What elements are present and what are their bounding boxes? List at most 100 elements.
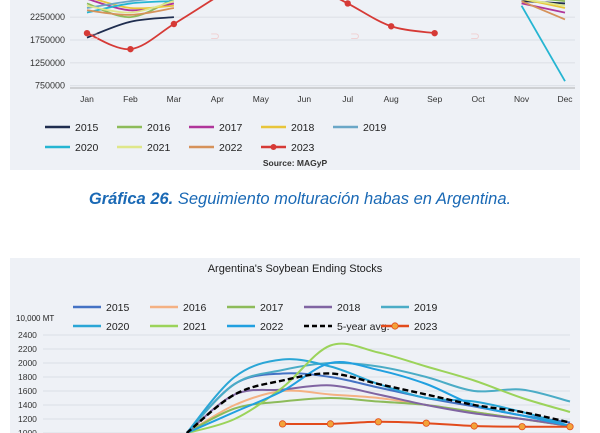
series-line xyxy=(520,5,566,82)
series-line xyxy=(86,7,175,16)
legend-item: 2018 xyxy=(261,122,315,134)
data-point xyxy=(470,422,478,430)
y-tick-label: 1400 xyxy=(18,400,37,410)
watermark: ⊃ xyxy=(350,29,360,43)
legend-label: 2020 xyxy=(106,321,130,333)
legend-label: 5-year avg. xyxy=(337,321,390,333)
series-line xyxy=(86,0,214,51)
x-tick-label: Apr xyxy=(211,94,224,104)
watermark: ⊃ xyxy=(470,29,480,43)
legend-label: 2016 xyxy=(147,122,171,134)
data-point xyxy=(387,23,395,30)
legend-item: 2021 xyxy=(150,321,207,333)
data-point xyxy=(170,20,178,28)
legend-item: 2016 xyxy=(150,302,207,314)
data-point xyxy=(374,418,382,426)
y-tick-label: 2250000 xyxy=(30,12,65,22)
data-point xyxy=(278,420,287,428)
legend-label: 2023 xyxy=(414,321,438,333)
data-point xyxy=(344,0,351,7)
x-tick-label: Jul xyxy=(342,94,353,104)
x-tick-label: Jun xyxy=(297,94,311,104)
series-line xyxy=(339,0,435,35)
series-line xyxy=(186,396,571,433)
x-tick-label: Aug xyxy=(384,94,399,104)
legend-label: 2018 xyxy=(291,122,315,134)
series-2019 xyxy=(186,361,571,433)
stocks-chart-panel: Argentina's Soybean Ending Stocks 10,000… xyxy=(10,258,580,433)
x-tick-label: Feb xyxy=(123,94,138,104)
series-line xyxy=(86,0,174,14)
x-tick-label: Mar xyxy=(167,94,182,104)
data-point xyxy=(326,420,335,428)
legend-item: 2019 xyxy=(381,302,438,314)
legend-label: 2022 xyxy=(260,321,284,333)
legend-label: 2019 xyxy=(414,302,438,314)
legend-item: 2022 xyxy=(227,321,284,333)
series-2022 xyxy=(86,0,566,21)
series-line xyxy=(521,2,566,14)
y-tick-label: 1750000 xyxy=(30,35,65,45)
series-line xyxy=(86,16,175,39)
ending-stocks-chart: Argentina's Soybean Ending Stocks 10,000… xyxy=(16,263,574,433)
y-axis-unit: 10,000 MT xyxy=(16,314,54,323)
legend-item: 2023 xyxy=(381,321,438,333)
legend-label: 2023 xyxy=(291,142,315,154)
series-line xyxy=(186,361,571,433)
legend-label: 2015 xyxy=(106,302,130,314)
y-tick-label: 1600 xyxy=(18,386,37,396)
y-tick-label: 1200 xyxy=(18,414,37,424)
legend-item: 2015 xyxy=(73,302,130,314)
series-2019 xyxy=(86,0,149,9)
legend-item: 2015 xyxy=(45,122,99,134)
y-tick-label: 2200 xyxy=(18,344,37,354)
y-tick-label: 1000 xyxy=(18,428,37,433)
series-line xyxy=(522,0,566,9)
series-line xyxy=(521,0,566,21)
legend-label: 2016 xyxy=(183,302,207,314)
legend-item: 2018 xyxy=(304,302,361,314)
x-tick-label: Sep xyxy=(427,94,442,104)
series-line xyxy=(186,361,571,433)
data-point xyxy=(127,45,134,53)
series-line xyxy=(186,384,571,433)
chart-source: Source: MAGyP xyxy=(263,158,328,168)
legend-item: 2016 xyxy=(117,122,171,134)
legend-label: 2015 xyxy=(75,122,99,134)
figure-caption: Gráfica 26. Seguimiento molturación haba… xyxy=(0,190,600,209)
watermark: ⊃ xyxy=(210,29,220,43)
x-tick-label: Nov xyxy=(514,94,530,104)
y-tick-label: 750000 xyxy=(35,81,65,91)
x-tick-label: May xyxy=(253,94,270,104)
legend-label: 2021 xyxy=(183,321,207,333)
series-line xyxy=(185,372,571,433)
legend-item: 2023 xyxy=(261,142,315,154)
legend-label: 2020 xyxy=(75,142,99,154)
series-2017 xyxy=(186,396,571,433)
data-point xyxy=(83,29,91,37)
soybean-crush-chart: 2750000225000017500001250000750000JanFeb… xyxy=(30,0,575,168)
series-2021 xyxy=(86,0,566,14)
legend-label: 2017 xyxy=(260,302,284,314)
legend-item: 2017 xyxy=(227,302,284,314)
data-point xyxy=(566,423,574,431)
series-line xyxy=(545,0,566,3)
legend-item: 2020 xyxy=(45,142,99,154)
series-2020 xyxy=(86,0,566,82)
series-line xyxy=(186,342,571,433)
series-2023 xyxy=(278,418,574,431)
watermark: ⊃ xyxy=(90,29,100,43)
series-line xyxy=(87,0,175,12)
series-line xyxy=(86,0,175,14)
series-line xyxy=(95,0,174,10)
series-2021 xyxy=(186,342,571,433)
legend-item: 2022 xyxy=(189,142,243,154)
y-tick-label: 2400 xyxy=(18,330,37,340)
y-tick-label: 1800 xyxy=(18,372,37,382)
series-2023 xyxy=(83,0,438,53)
legend-item: 2019 xyxy=(333,122,387,134)
data-point xyxy=(518,423,526,431)
series-2018 xyxy=(95,0,566,10)
series-2017 xyxy=(87,0,566,14)
series-5-year avg. xyxy=(185,372,571,433)
